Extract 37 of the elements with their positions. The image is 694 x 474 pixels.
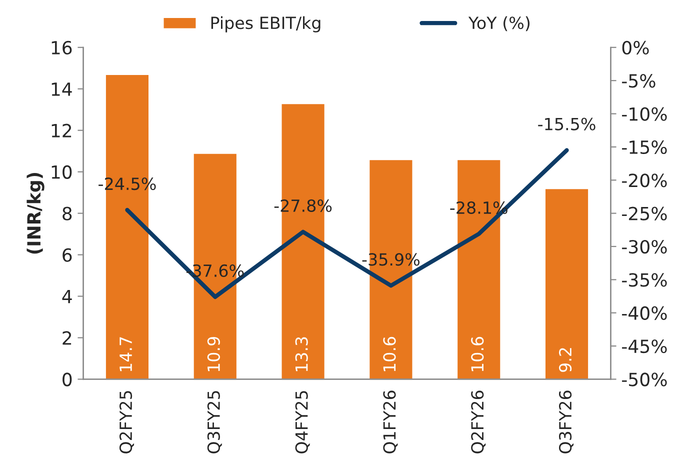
x-tick-label: Q2FY25 [119, 391, 134, 454]
x-tick-label: Q3FY25 [207, 391, 222, 454]
y2-tick-label: -20% [622, 174, 667, 188]
y-tick-label: 10 [52, 165, 72, 179]
y2-tick-label: 0% [622, 40, 649, 55]
y2-tick-label: -5% [622, 74, 656, 88]
y2-tick-label: -35% [622, 273, 667, 287]
y2-tick-label: -50% [622, 372, 667, 386]
data-label: -15.5% [538, 118, 596, 130]
bar [544, 188, 590, 380]
data-label: 9.2 [558, 348, 572, 372]
y-tick-label: 4 [62, 290, 72, 304]
data-label: 10.6 [471, 336, 484, 372]
y-tick-label: 2 [62, 331, 72, 345]
legend-label: Pipes EBIT/kg [211, 16, 320, 32]
y-tick-label: 8 [62, 206, 72, 220]
y2-tick-label: -15% [622, 140, 667, 154]
x-tick-label: Q2FY26 [471, 390, 486, 454]
y2-tick-label: -40% [622, 306, 667, 320]
y-tick-label: 16 [52, 40, 72, 55]
y2-tick-label: -30% [622, 240, 667, 254]
y-tick-label: 6 [62, 248, 72, 262]
y2-tick-label: -25% [622, 206, 667, 220]
x-tick-label: Q4FY25 [295, 391, 310, 454]
x-tick-label: Q1FY26 [383, 390, 398, 454]
x-tick-label: Q3FY26 [558, 390, 574, 454]
y2-tick-label: -10% [622, 107, 667, 121]
data-label: 13.3 [295, 337, 308, 372]
legend-label: YoY (%) [468, 16, 530, 32]
data-label: 14.7 [120, 337, 132, 372]
y2-tick-label: -45% [622, 339, 667, 354]
data-label: 10.9 [207, 337, 220, 372]
y-axis-title: (INR/kg) [26, 172, 44, 254]
y-tick-label: 0 [62, 372, 72, 386]
data-label: 10.6 [383, 336, 396, 372]
y-tick-label: 12 [52, 124, 72, 138]
y-tick-label: 14 [52, 82, 72, 96]
